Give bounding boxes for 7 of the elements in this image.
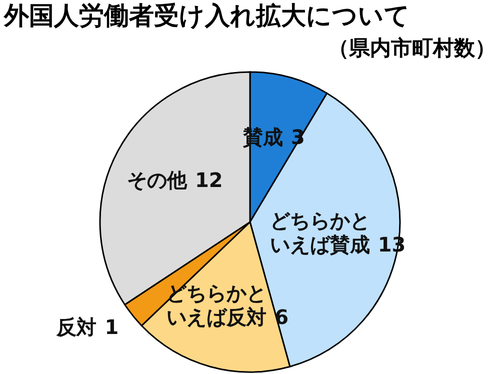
data-label: 1 [104, 314, 119, 339]
slice-label: その他 [126, 168, 188, 192]
slice-label: どちらかといえば賛成 [270, 208, 370, 257]
data-label: 12 [194, 168, 223, 192]
chart-title: 外国人労働者受け入れ拡大について [3, 1, 410, 30]
slice-label: 反対 [56, 314, 97, 339]
chart-subtitle: （県内市町村数） [328, 36, 496, 60]
